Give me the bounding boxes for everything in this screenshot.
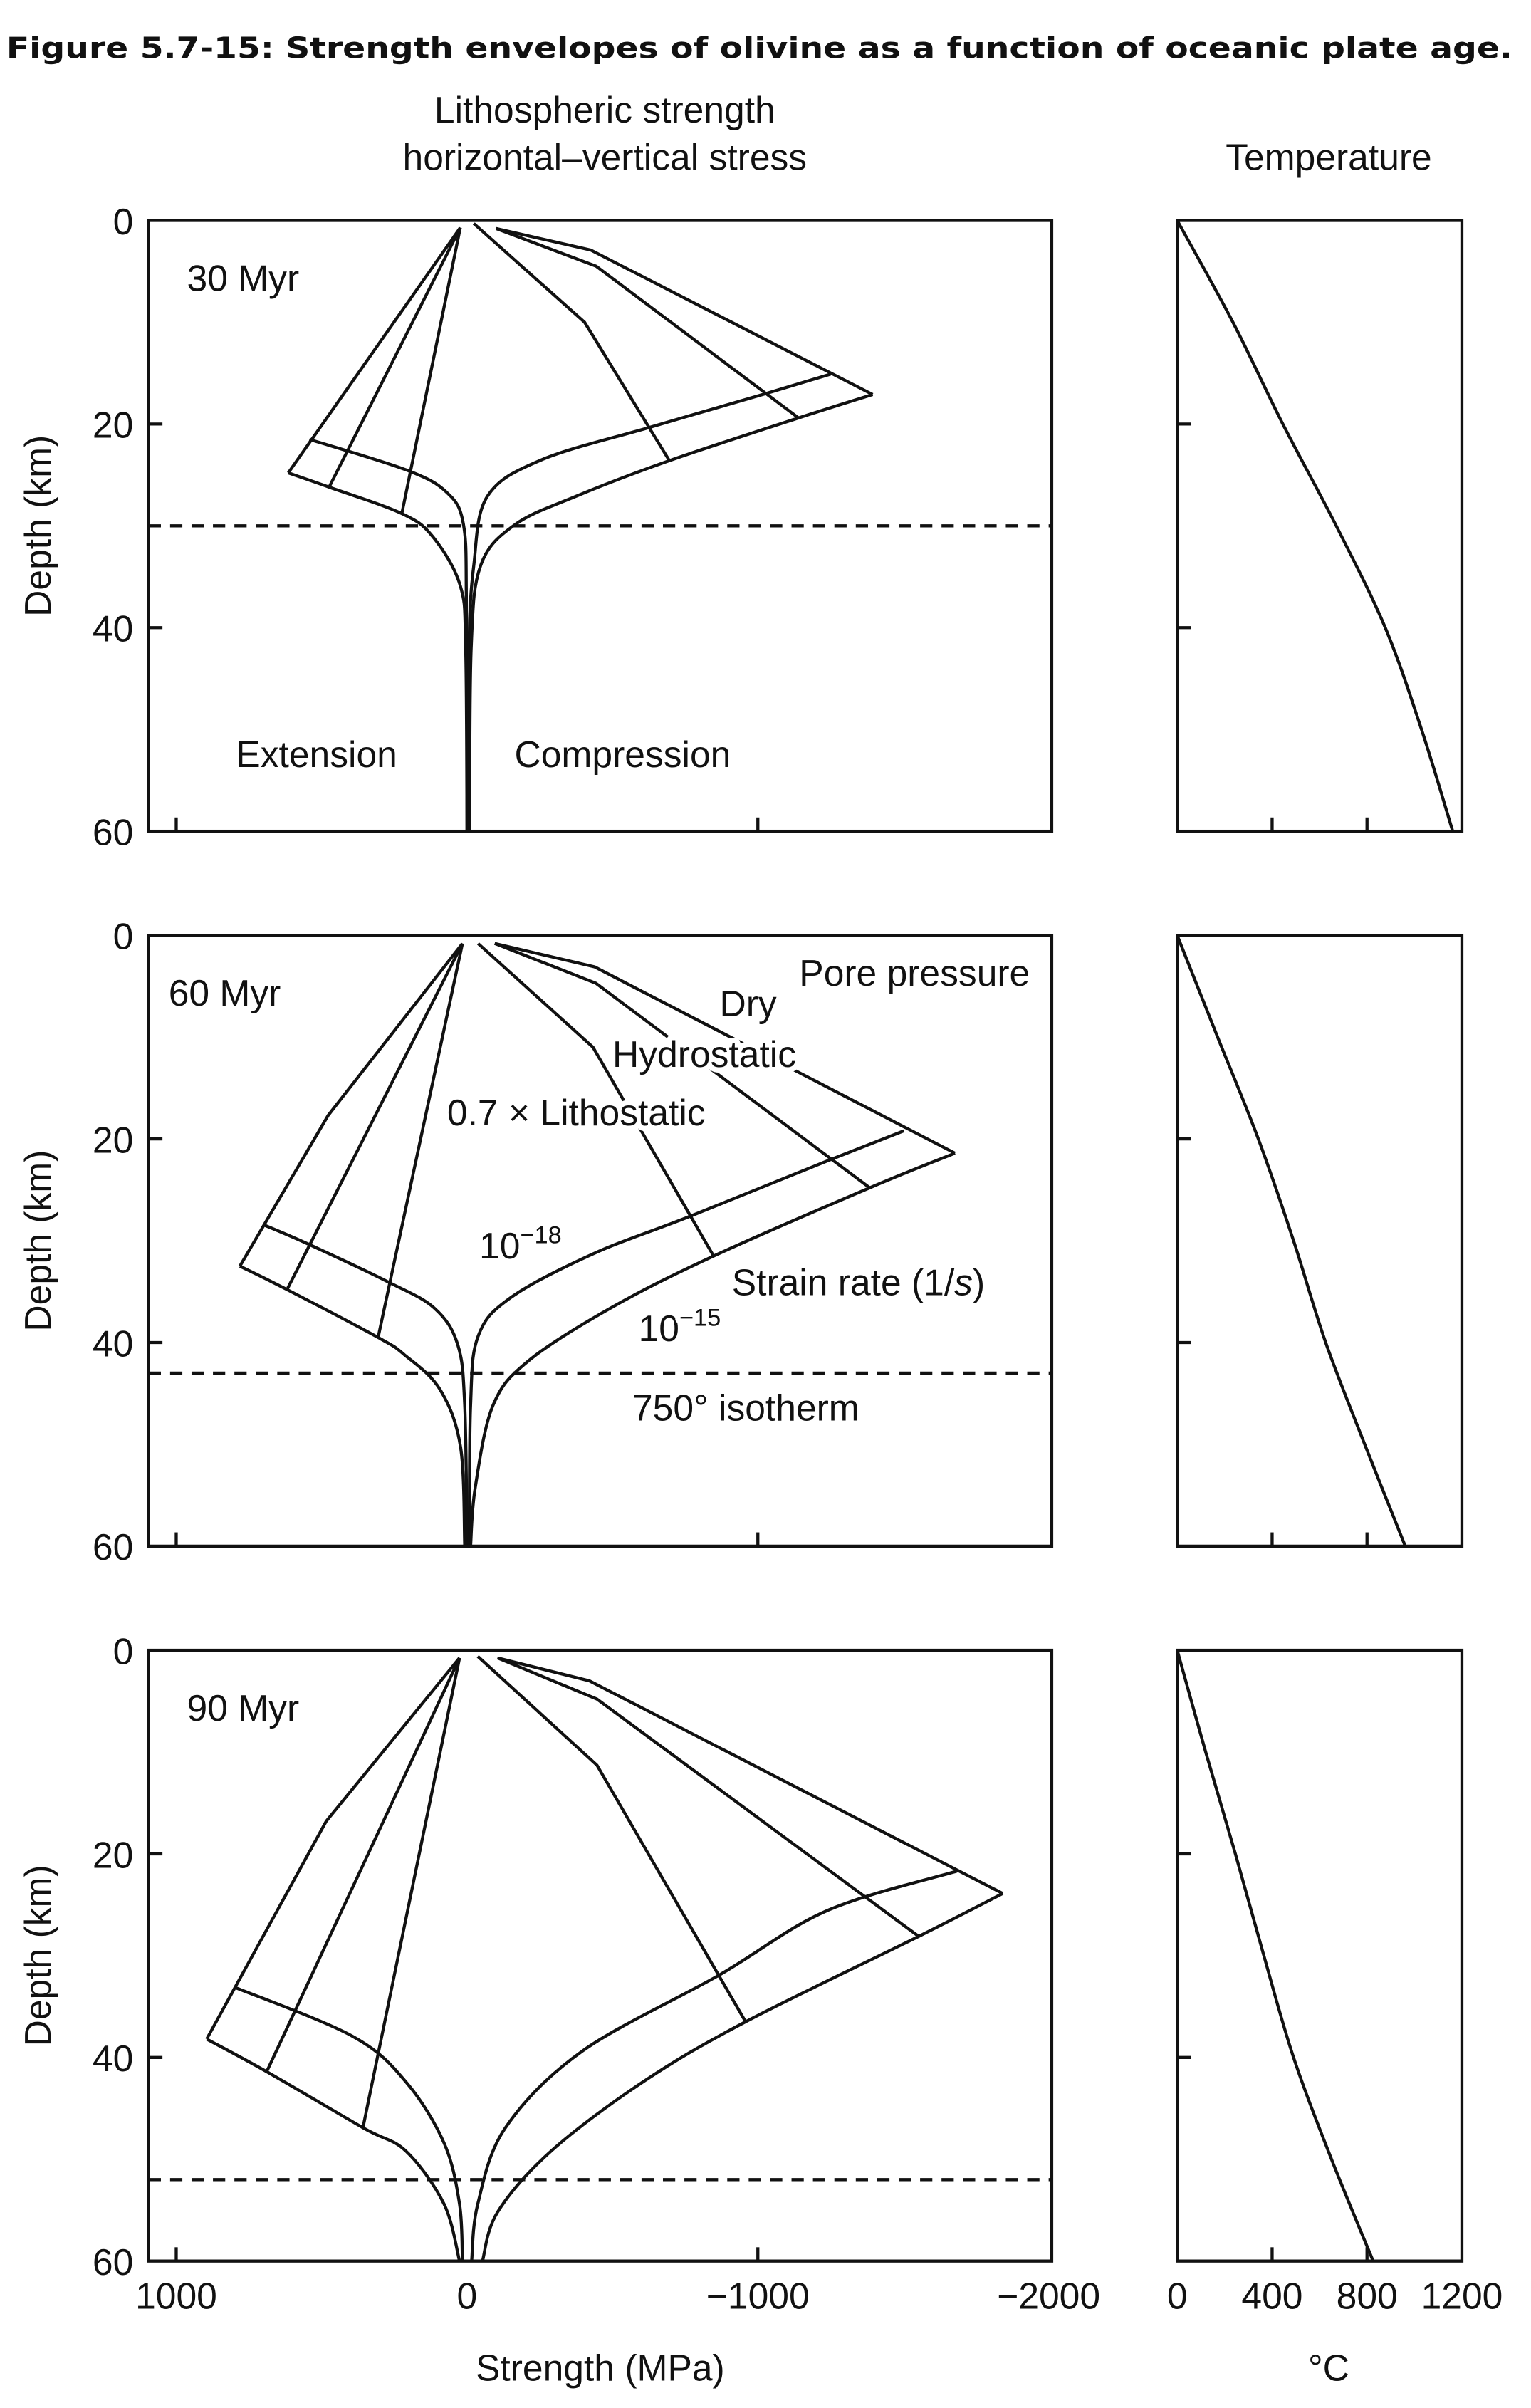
compression-dry-line <box>496 226 874 396</box>
y-tick-label: 20 <box>93 1119 133 1160</box>
compression-lithostatic-0-7-line <box>476 1655 747 2023</box>
temperature-profile-line <box>1176 1649 1375 2262</box>
compression-strain-rate-1e-18-line <box>470 1870 958 2261</box>
extension-strain-rate-1e-15-line <box>206 2038 461 2262</box>
extension-dry-line <box>287 226 462 474</box>
temperature-title: Temperature <box>1226 137 1432 178</box>
panels: 30 Myr 0 20 40 60 Depth (km) 60 Myr 0 20 40 60 Dept… <box>17 201 1503 2316</box>
strength-title-line1: Lithospheric strength <box>434 89 775 130</box>
strength-x-tick-label: 0 <box>457 2275 478 2316</box>
y-axis-label: Depth (km) <box>17 435 58 617</box>
extension-lithostatic-0-7-line <box>376 943 464 1338</box>
extension-strain-rate-1e-15-line <box>288 471 469 832</box>
extension-lithostatic-0-7-line <box>400 227 462 514</box>
panel-age-label: 90 Myr <box>187 1687 300 1729</box>
compression-strain-rate-1e-15-line <box>469 1152 956 1547</box>
label-lithostatic: 0.7 × Lithostatic <box>447 1092 706 1133</box>
temperature-plot-frame <box>1176 934 1464 1548</box>
rate-slow-base: 10 <box>479 1225 520 1266</box>
extension-hydrostatic-line <box>265 1657 461 2073</box>
extension-strain-rate-1e-18-line <box>234 1986 464 2261</box>
rate-fast-base: 10 <box>639 1308 679 1349</box>
extension-hydrostatic-line <box>328 226 462 488</box>
temperature-x-tick-label: 0 <box>1167 2275 1188 2316</box>
extension-hydrostatic-line <box>286 942 464 1291</box>
label-isotherm: 750° isotherm <box>632 1387 859 1429</box>
strength-x-tick-label: 1000 <box>135 2275 217 2316</box>
strain-rate-var: s <box>954 1261 973 1303</box>
strain-rate-suffix: ) <box>973 1261 985 1303</box>
extension-strain-rate-1e-18-line <box>264 1224 469 1546</box>
panel-60-myr: 60 Myr 0 20 40 60 Depth (km) <box>17 916 1464 1568</box>
temperature-plot-frame <box>1176 1648 1464 2263</box>
y-tick-label: 60 <box>93 1526 133 1568</box>
compression-strain-rate-1e-18-line <box>467 1129 905 1546</box>
y-tick-label: 20 <box>93 1834 133 1875</box>
label-strain-rate-slow: 10−18 <box>479 1221 562 1266</box>
panel-90-myr: 90 Myr 0 20 40 60 Depth (km) <box>17 1630 1464 2283</box>
temperature-profile-line <box>1176 219 1455 832</box>
label-extension: Extension <box>236 734 397 775</box>
compression-dry-line <box>494 942 956 1155</box>
extension-dry-line <box>239 942 464 1267</box>
compression-dry-line <box>497 1656 1004 1895</box>
extension-lithostatic-0-7-line <box>361 1657 461 2128</box>
y-tick-label: 60 <box>93 811 133 853</box>
compression-strain-rate-1e-15-line <box>481 1892 1004 2262</box>
rate-slow-exponent: −18 <box>520 1221 561 1249</box>
temperature-axis-label: °C <box>1308 2347 1349 2388</box>
label-dry: Dry <box>720 983 777 1024</box>
extension-dry-line <box>205 1657 461 2040</box>
y-tick-label: 0 <box>113 1630 134 1672</box>
strength-title-line2: horizontal–vertical stress <box>403 137 808 178</box>
y-tick-label: 0 <box>113 201 134 242</box>
label-compression: Compression <box>514 734 731 775</box>
strength-x-tick-label: −2000 <box>997 2275 1100 2316</box>
strength-x-tick-label: −1000 <box>706 2275 810 2316</box>
compression-hydrostatic-line <box>496 1656 920 1938</box>
y-tick-label: 60 <box>93 2241 133 2283</box>
compression-strain-rate-1e-18-line <box>466 372 831 832</box>
temperature-plot-frame <box>1176 219 1464 833</box>
y-axis-label: Depth (km) <box>17 1865 58 2046</box>
y-tick-label: 40 <box>93 1323 133 1364</box>
strength-plot-frame <box>147 934 1054 1548</box>
label-hydrostatic: Hydrostatic <box>612 1033 796 1075</box>
panel-age-label: 30 Myr <box>187 257 300 298</box>
label-strain-rate-fast: 10−15 <box>639 1304 721 1348</box>
temperature-x-tick-label: 800 <box>1337 2275 1398 2316</box>
compression-hydrostatic-line <box>495 226 800 419</box>
panel-30-myr: 30 Myr 0 20 40 60 Depth (km) <box>17 201 1464 853</box>
strength-axis-label: Strength (MPa) <box>476 2347 725 2388</box>
extension-strain-rate-1e-15-line <box>239 1264 466 1546</box>
compression-strain-rate-1e-15-line <box>468 392 874 832</box>
compression-lithostatic-0-7-line <box>472 222 671 462</box>
panel-age-label: 60 Myr <box>169 972 281 1013</box>
y-axis-label: Depth (km) <box>17 1150 58 1332</box>
figure-title: Figure 5.7-15: Strength envelopes of oli… <box>6 31 1512 66</box>
y-tick-label: 40 <box>93 608 133 650</box>
strain-rate-prefix: Strain rate (1/ <box>732 1261 955 1303</box>
y-tick-label: 20 <box>93 405 133 446</box>
strength-plot-frame <box>147 1648 1054 2263</box>
y-tick-label: 0 <box>113 916 134 957</box>
compression-hydrostatic-line <box>493 942 871 1189</box>
temperature-x-tick-label: 1200 <box>1421 2275 1503 2316</box>
label-strain-rate: Strain rate (1/s) <box>732 1261 985 1303</box>
label-pore-pressure: Pore pressure <box>799 952 1030 994</box>
rate-fast-exponent: −15 <box>679 1304 721 1331</box>
y-tick-label: 40 <box>93 2038 133 2079</box>
temperature-profile-line <box>1176 934 1407 1547</box>
compression-lithostatic-0-7-line <box>476 942 715 1257</box>
temperature-x-tick-label: 400 <box>1241 2275 1302 2316</box>
